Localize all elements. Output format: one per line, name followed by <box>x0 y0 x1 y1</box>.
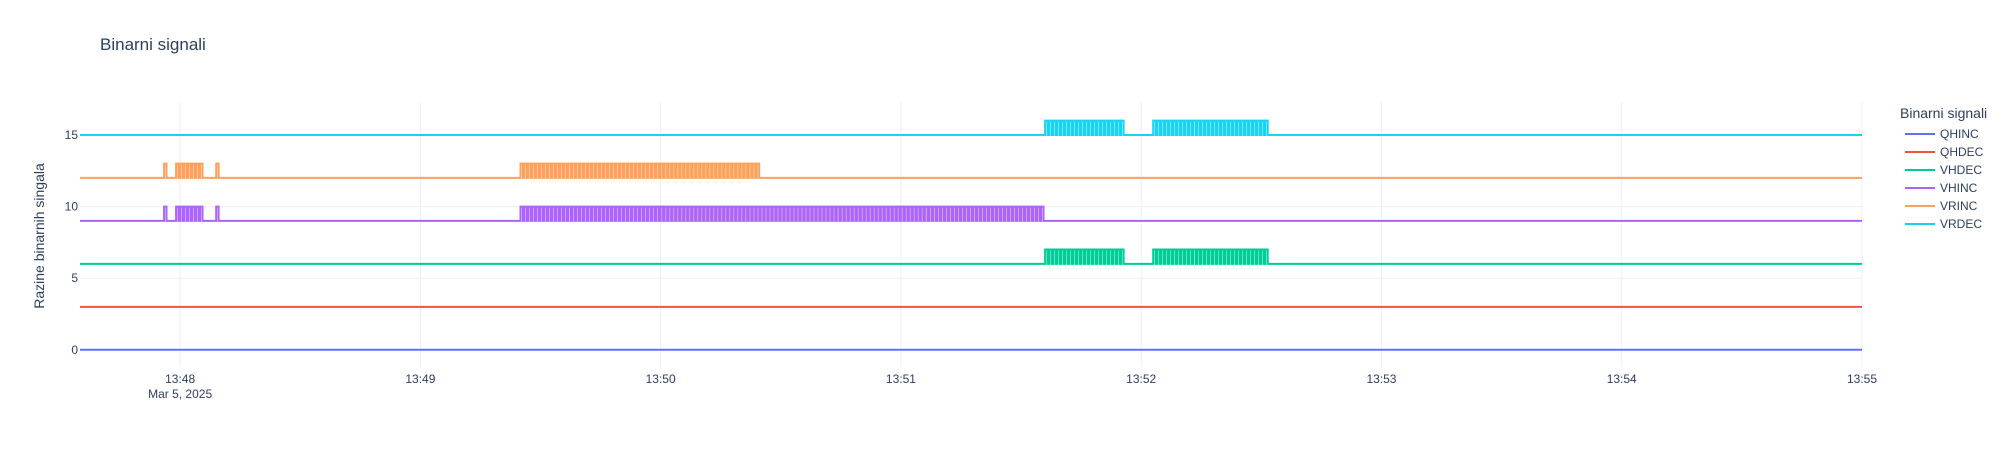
x-tick-label: 13:54 <box>1607 372 1637 386</box>
legend-title: Binarni signali <box>1900 105 1987 121</box>
series-line-vhinc <box>80 205 1862 222</box>
series-lines <box>80 119 1862 351</box>
legend-item-qhdec: QHDEC <box>1940 145 1984 159</box>
chart-title: Binarni signali <box>100 35 206 54</box>
legend-item-vhdec: VHDEC <box>1940 163 1982 177</box>
y-axis-ticks: 0 5 10 15 <box>65 128 79 357</box>
series-line-vhdec <box>80 248 1862 265</box>
x-tick-label: 13:53 <box>1366 372 1396 386</box>
legend-item-vrinc: VRINC <box>1940 199 1978 213</box>
y-tick-label: 10 <box>65 200 79 214</box>
legend-item-qhinc: QHINC <box>1940 127 1979 141</box>
legend: Binarni signali QHINC QHDEC VHDEC VHINC VRIN… <box>1900 105 1987 231</box>
series-line-vrdec <box>80 119 1862 136</box>
grid-lines <box>80 102 1863 367</box>
x-tick-label: 13:55 <box>1847 372 1877 386</box>
x-tick-date-label: Mar 5, 2025 <box>148 387 212 401</box>
y-tick-label: 0 <box>71 343 78 357</box>
x-tick-label: 13:52 <box>1126 372 1156 386</box>
x-tick-label: 13:50 <box>646 372 676 386</box>
y-tick-label: 5 <box>71 271 78 285</box>
series-line-vrinc <box>80 162 1862 179</box>
x-tick-label: 13:49 <box>405 372 435 386</box>
y-axis-title: Razine binarnih singala <box>31 163 47 309</box>
x-tick-label: 13:51 <box>886 372 916 386</box>
legend-item-vrdec: VRDEC <box>1940 217 1982 231</box>
y-tick-label: 15 <box>65 128 79 142</box>
legend-item-vhinc: VHINC <box>1940 181 1978 195</box>
x-tick-label: 13:48 <box>165 372 195 386</box>
